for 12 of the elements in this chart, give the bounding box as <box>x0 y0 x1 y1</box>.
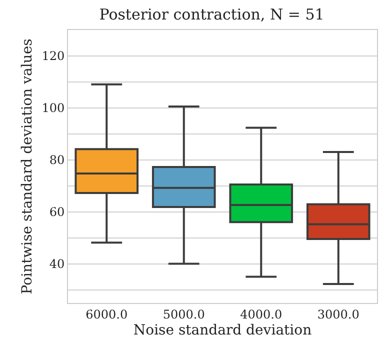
x-tick-label: 5000.0 <box>162 307 205 322</box>
y-tick-label: 60 <box>49 205 65 220</box>
x-tick-label: 3000.0 <box>317 307 360 322</box>
x-axis-title: Noise standard deviation <box>133 322 312 339</box>
y-tick-label: 100 <box>42 101 65 116</box>
y-axis-title: Pointwise standard deviation values <box>19 38 36 294</box>
y-tick-label: 80 <box>49 153 65 168</box>
y-tick-label: 40 <box>49 257 65 272</box>
x-tick-label: 4000.0 <box>240 307 282 322</box>
chart-title: Posterior contraction, N = 51 <box>99 5 324 24</box>
x-tick-label: 6000.0 <box>86 307 128 322</box>
y-tick-label: 120 <box>42 49 65 64</box>
